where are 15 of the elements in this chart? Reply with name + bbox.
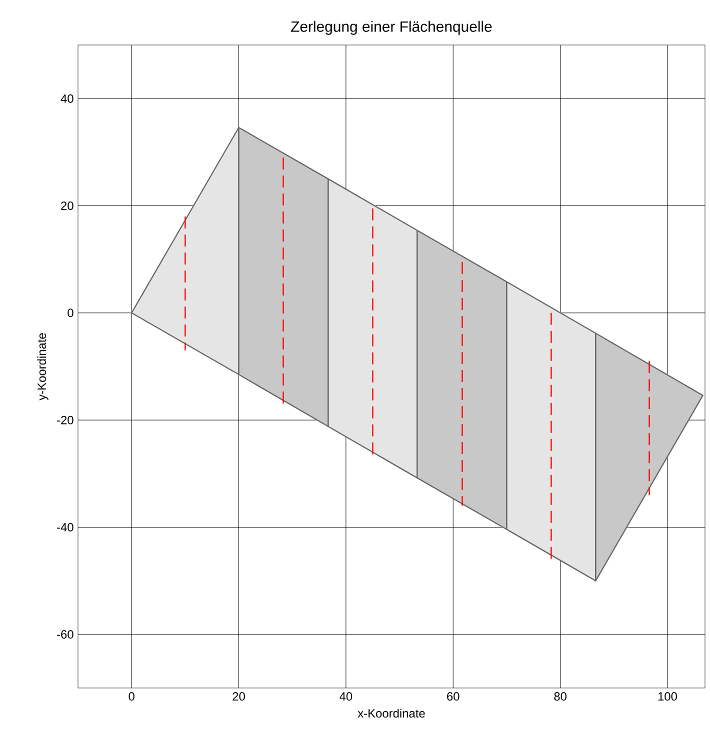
x-tick-label: 100 bbox=[658, 692, 677, 701]
x-tick-label: 80 bbox=[554, 692, 566, 701]
y-axis-title: y-Koordinate bbox=[37, 333, 48, 400]
y-tick-label: -40 bbox=[57, 523, 74, 532]
x-tick-label: 40 bbox=[340, 692, 352, 701]
y-tick-label: -20 bbox=[57, 416, 74, 424]
chart-title: Zerlegung einer Flächenquelle bbox=[291, 20, 492, 35]
y-tick-label: -60 bbox=[57, 630, 74, 639]
y-tick-label: 0 bbox=[68, 308, 74, 318]
x-axis-title: x-Koordinate bbox=[358, 708, 425, 718]
y-tick-label: 40 bbox=[60, 94, 74, 103]
x-tick-label: 20 bbox=[232, 692, 245, 701]
x-tick-label: 60 bbox=[447, 692, 460, 701]
x-tick-label: 0 bbox=[128, 692, 134, 701]
y-tick-label: 20 bbox=[61, 202, 74, 210]
